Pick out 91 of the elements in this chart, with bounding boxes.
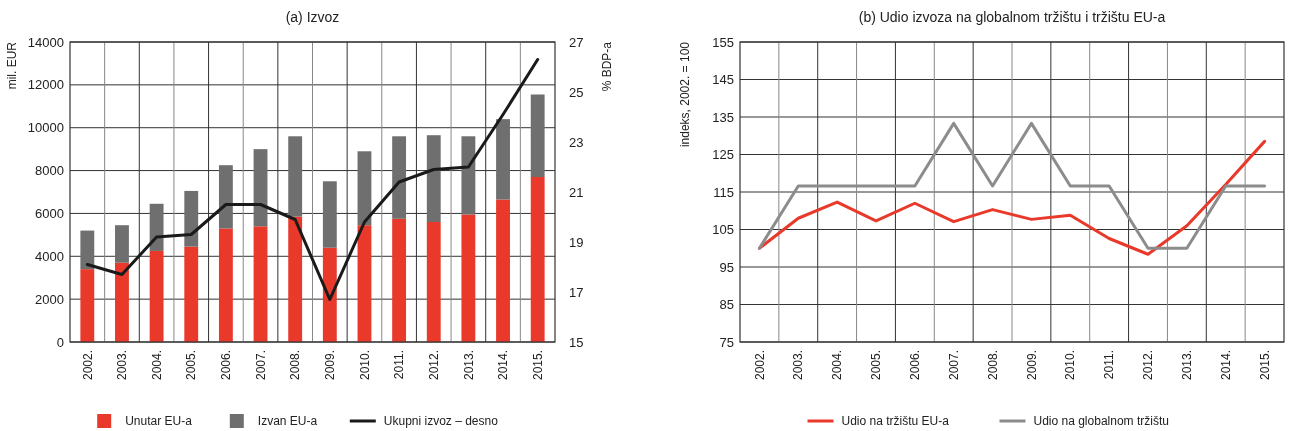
x-tick-label: 2007. bbox=[253, 350, 268, 381]
bar bbox=[461, 214, 476, 342]
bar bbox=[392, 218, 407, 342]
legend-label: Izvan EU-a bbox=[257, 414, 318, 429]
y-tick-label: 0 bbox=[56, 334, 64, 350]
y2-tick-label: 19 bbox=[569, 234, 584, 250]
bar bbox=[288, 136, 303, 217]
x-tick-label: 2014. bbox=[1218, 350, 1233, 381]
x-tick-label: 2013. bbox=[1180, 350, 1195, 381]
legend-label: Unutar EU-a bbox=[125, 414, 193, 429]
x-tick-label: 2013. bbox=[461, 350, 476, 381]
bar bbox=[253, 226, 268, 342]
x-tick-label: 2014. bbox=[496, 350, 511, 381]
x-tick-label: 2004. bbox=[149, 350, 164, 381]
bar bbox=[496, 119, 510, 200]
bar bbox=[115, 225, 129, 263]
y2-tick-label: 15 bbox=[569, 334, 584, 350]
bar bbox=[253, 149, 268, 227]
y2-tick-label: 21 bbox=[569, 184, 584, 200]
y-tick-label: 155 bbox=[712, 34, 734, 50]
chart-title: (b) Udio izvoza na globalnom tržištu i tržištu EU-a bbox=[858, 9, 1166, 25]
x-tick-label: 2010. bbox=[1063, 350, 1078, 381]
bar bbox=[80, 269, 95, 342]
y-tick-label: 125 bbox=[712, 147, 734, 163]
x-tick-label: 2002. bbox=[80, 350, 95, 381]
bar bbox=[461, 136, 476, 215]
bar bbox=[426, 135, 441, 222]
x-tick-label: 2002. bbox=[752, 350, 767, 381]
bar bbox=[392, 136, 407, 219]
x-tick-label: 2012. bbox=[426, 350, 441, 381]
bar bbox=[530, 94, 545, 177]
y-axis-title: indeks, 2002. = 100 bbox=[678, 41, 693, 148]
x-tick-label: 2009. bbox=[323, 350, 338, 381]
bar bbox=[80, 230, 95, 270]
x-tick-label: 2015. bbox=[1257, 350, 1272, 381]
y-tick-label: 6000 bbox=[35, 205, 64, 221]
y-tick-label: 2000 bbox=[35, 291, 64, 307]
y2-tick-label: 25 bbox=[569, 84, 584, 100]
y-axis-title: mil. EUR bbox=[5, 41, 20, 90]
bar bbox=[218, 165, 233, 229]
y-tick-label: 105 bbox=[712, 222, 734, 238]
y-tick-label: 115 bbox=[713, 184, 734, 200]
x-tick-label: 2006. bbox=[219, 350, 234, 381]
bar bbox=[426, 222, 441, 342]
x-tick-label: 2006. bbox=[908, 350, 923, 381]
bar bbox=[530, 177, 545, 342]
y-tick-label: 10000 bbox=[27, 120, 64, 136]
bar bbox=[149, 203, 164, 251]
legend-label: Udio na tržištu EU-a bbox=[841, 414, 950, 429]
x-tick-label: 2011. bbox=[392, 350, 407, 380]
line-series bbox=[85, 58, 540, 301]
bar bbox=[149, 250, 164, 342]
x-tick-label: 2003. bbox=[791, 350, 806, 381]
bar bbox=[322, 181, 337, 248]
bar bbox=[496, 199, 510, 342]
y2-tick-label: 27 bbox=[569, 34, 584, 50]
x-tick-label: 2009. bbox=[1024, 350, 1039, 381]
x-tick-label: 2010. bbox=[357, 350, 372, 381]
y2-tick-label: 23 bbox=[569, 134, 584, 150]
x-tick-label: 2008. bbox=[288, 350, 303, 381]
x-tick-label: 2015. bbox=[530, 350, 545, 381]
y2-axis-title: % BDP-a bbox=[600, 41, 615, 92]
bar bbox=[184, 190, 199, 247]
bar bbox=[218, 228, 233, 342]
y-tick-label: 145 bbox=[712, 72, 734, 88]
y-tick-label: 14000 bbox=[27, 34, 64, 50]
chart-title: (a) Izvoz bbox=[285, 9, 340, 25]
bar bbox=[322, 247, 337, 342]
x-tick-label: 2003. bbox=[115, 350, 130, 381]
x-tick-label: 2004. bbox=[830, 350, 845, 381]
y-tick-label: 85 bbox=[719, 297, 734, 313]
legend-label: Ukupni izvoz – desno bbox=[383, 414, 499, 429]
x-tick-label: 2005. bbox=[869, 350, 884, 381]
x-tick-label: 2005. bbox=[184, 350, 199, 381]
y-tick-label: 95 bbox=[719, 259, 734, 275]
bar bbox=[184, 246, 199, 342]
legend-label: Udio na globalnom tržištu bbox=[1033, 414, 1169, 429]
x-tick-label: 2012. bbox=[1141, 350, 1156, 381]
x-tick-label: 2008. bbox=[985, 350, 1000, 381]
y-tick-label: 12000 bbox=[27, 77, 64, 93]
y-tick-label: 75 bbox=[719, 334, 734, 350]
y2-tick-label: 17 bbox=[569, 284, 584, 300]
y-tick-label: 135 bbox=[712, 109, 734, 125]
x-tick-label: 2007. bbox=[946, 350, 961, 381]
bar bbox=[357, 225, 372, 342]
y-tick-label: 8000 bbox=[35, 163, 64, 179]
bar bbox=[357, 151, 372, 226]
bar bbox=[115, 262, 129, 342]
x-tick-label: 2011. bbox=[1102, 350, 1117, 380]
bar bbox=[288, 216, 303, 342]
y-tick-label: 4000 bbox=[35, 248, 64, 264]
